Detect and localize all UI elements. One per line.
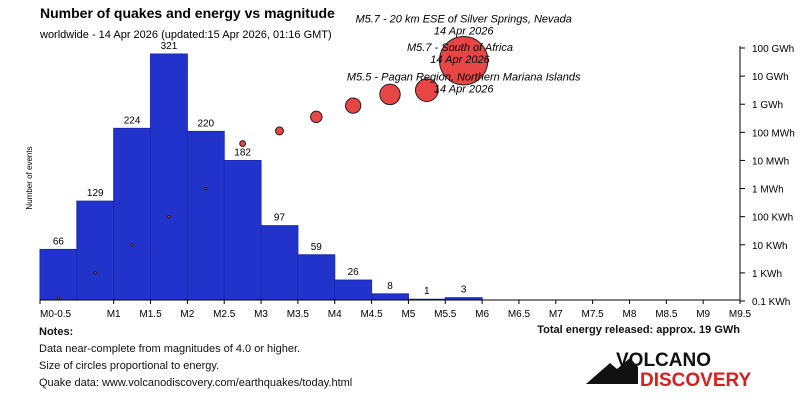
x-tick-label-0: M0-0.5 <box>40 309 72 320</box>
bar-label-4: 220 <box>197 118 214 129</box>
energy-tick-label-2: 10 KWh <box>752 241 788 252</box>
logo-word-volcano: VOLCANO <box>616 350 711 371</box>
energy-circle-4 <box>205 187 207 189</box>
energy-circle-7 <box>311 111 322 122</box>
bar-label-1: 129 <box>87 188 104 199</box>
bar-label-3: 321 <box>161 41 178 52</box>
energy-axis-ticks-group: 0.1 KWh 1 KWh 10 KWh 100 KWh 1 MWh 10 MWh 100 … <box>740 44 795 308</box>
notes-block: Notes: Data near-complete from magnitude… <box>39 324 352 392</box>
energy-circle-2 <box>131 244 133 246</box>
bar-9 <box>372 294 409 300</box>
energy-circle-1 <box>94 272 96 274</box>
energy-tick-label-1: 1 KWh <box>752 269 782 280</box>
energy-circle-0 <box>57 297 59 299</box>
energy-tick-label-6: 100 MWh <box>752 128 795 139</box>
x-tick-label-2: M1.5 <box>139 309 162 320</box>
energy-circle-3 <box>168 215 170 217</box>
energy-tick-label-5: 10 MWh <box>752 156 789 167</box>
chart-title: Number of quakes and energy vs magnitude <box>40 5 335 21</box>
annotation-date-0: 14 Apr 2026 <box>434 26 494 38</box>
chart-subtitle: worldwide - 14 Apr 2026 (updated:15 Apr … <box>39 29 332 41</box>
bar-label-9: 8 <box>387 281 393 292</box>
x-tick-label-16: M8.5 <box>655 309 678 320</box>
x-tick-label-18: M9.5 <box>729 309 752 320</box>
total-energy: Total energy released: approx. 19 GWh <box>537 324 740 336</box>
x-tick-label-1: M1 <box>107 309 121 320</box>
bar-5 <box>224 161 261 300</box>
x-tick-label-3: M2 <box>180 309 194 320</box>
bar-label-6: 97 <box>274 213 286 224</box>
chart-stage: Number of quakes and energy vs magnitude… <box>0 0 800 400</box>
x-tick-label-5: M3 <box>254 309 268 320</box>
notes-heading: Notes: <box>39 324 352 341</box>
energy-tick-label-7: 1 GWh <box>752 100 783 111</box>
bar-2 <box>114 128 151 300</box>
energy-tick-label-0: 0.1 KWh <box>752 297 790 308</box>
bar-3 <box>151 54 188 300</box>
x-tick-label-4: M2.5 <box>213 309 236 320</box>
y-axis-label: Number of events <box>25 146 34 209</box>
bar-label-8: 26 <box>348 267 360 278</box>
notes-line-3: Quake data: www.volcanodiscovery.com/ear… <box>39 375 352 392</box>
annotation-text-1: M5.7 - South of Africa <box>407 42 513 54</box>
x-tick-label-8: M4.5 <box>360 309 383 320</box>
annotation-text-0: M5.7 - 20 km ESE of Silver Springs, Neva… <box>355 14 571 26</box>
energy-circle-9 <box>380 84 400 104</box>
bar-label-7: 59 <box>311 242 323 253</box>
x-tick-label-7: M4 <box>328 309 342 320</box>
bar-7 <box>298 255 335 300</box>
x-tick-label-14: M7.5 <box>582 309 605 320</box>
bar-4 <box>187 131 224 300</box>
bar-label-11: 3 <box>461 285 467 296</box>
x-tick-label-10: M5.5 <box>434 309 457 320</box>
x-tick-label-15: M8 <box>623 309 637 320</box>
energy-tick-label-3: 100 KWh <box>752 213 793 224</box>
energy-tick-label-4: 1 MWh <box>752 185 784 196</box>
bar-label-5: 182 <box>234 148 251 159</box>
annotations-group: M5.7 - 20 km ESE of Silver Springs, Neva… <box>347 14 581 96</box>
x-tick-label-12: M6.5 <box>508 309 531 320</box>
x-tick-label-6: M3.5 <box>287 309 310 320</box>
volcano-discovery-logo: VOLCANO DISCOVERY <box>586 349 766 389</box>
x-ticks-group: M0-0.5 M1 M1.5 M2 M2.5 M3 M3.5 M4 M4.5 M5 M5.5 M6 M6… <box>40 300 752 320</box>
x-tick-label-13: M7 <box>549 309 563 320</box>
energy-tick-label-9: 100 GWh <box>752 44 794 55</box>
notes-line-1: Data near-complete from magnitudes of 4.… <box>39 341 352 358</box>
annotation-text-2: M5.5 - Pagan Region, Northern Mariana Is… <box>347 71 581 83</box>
energy-circle-6 <box>275 127 283 135</box>
x-tick-label-9: M5 <box>401 309 415 320</box>
bar-8 <box>335 280 372 300</box>
x-tick-label-11: M6 <box>475 309 489 320</box>
bar-label-2: 224 <box>124 115 141 126</box>
bar-label-10: 1 <box>424 286 430 297</box>
annotation-date-2: 14 Apr 2026 <box>434 83 494 95</box>
bar-0 <box>40 249 77 300</box>
notes-line-2: Size of circles proportional to energy. <box>39 358 352 375</box>
annotation-date-1: 14 Apr 2026 <box>430 54 490 66</box>
logo-word-discovery: DISCOVERY <box>640 370 752 389</box>
x-tick-label-17: M9 <box>696 309 710 320</box>
bar-label-0: 66 <box>53 236 65 247</box>
energy-tick-label-8: 10 GWh <box>752 72 789 83</box>
energy-circle-5 <box>240 141 246 147</box>
bar-1 <box>77 201 114 300</box>
energy-circle-8 <box>346 98 361 113</box>
bar-6 <box>261 226 298 300</box>
